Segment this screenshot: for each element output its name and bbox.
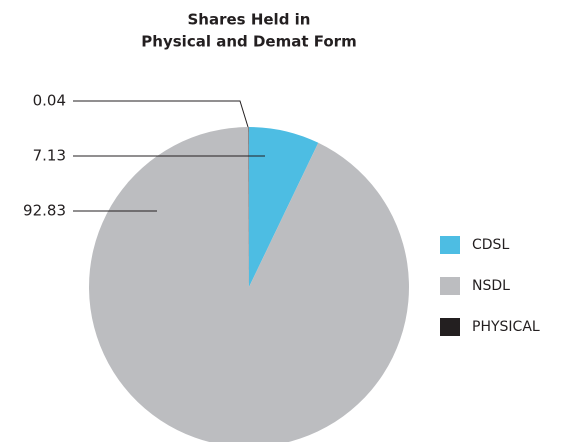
- value-label: 92.83: [23, 202, 66, 220]
- pie-slice: [89, 127, 409, 442]
- legend-swatch: [440, 236, 460, 254]
- value-label: 7.13: [33, 147, 66, 165]
- legend-label: PHYSICAL: [472, 319, 540, 335]
- legend-label: NSDL: [472, 278, 510, 294]
- legend-swatch: [440, 318, 460, 336]
- value-label: 0.04: [33, 92, 66, 110]
- legend-swatch: [440, 277, 460, 295]
- chart-title: Physical and Demat Form: [141, 33, 356, 51]
- legend-label: CDSL: [472, 237, 509, 253]
- leader-line: [73, 100, 249, 128]
- chart-title: Shares Held in: [188, 11, 311, 29]
- pie-slice: [249, 127, 319, 287]
